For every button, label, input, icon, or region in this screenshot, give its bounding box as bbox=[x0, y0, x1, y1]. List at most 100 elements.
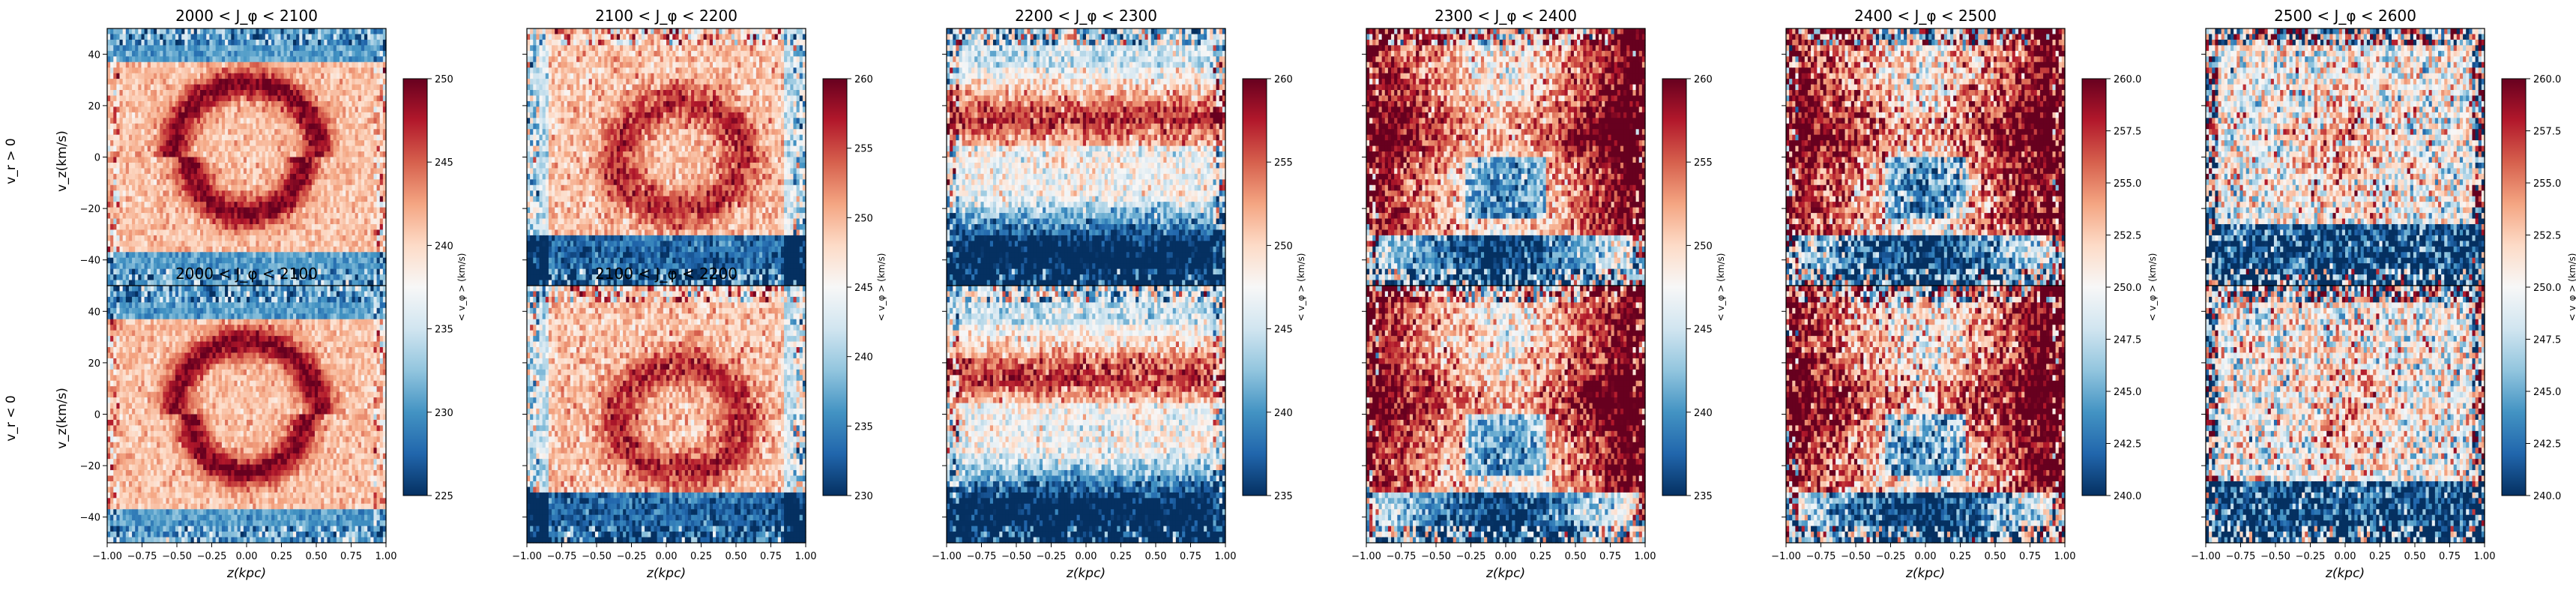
heatmap-cell bbox=[129, 392, 133, 398]
heatmap-cell bbox=[213, 34, 217, 40]
heatmap-cell bbox=[247, 51, 250, 57]
heatmap-cell bbox=[194, 101, 198, 107]
heatmap-cell bbox=[337, 241, 340, 247]
heatmap-cell bbox=[123, 168, 127, 174]
heatmap-cell bbox=[312, 252, 316, 258]
heatmap-cell bbox=[290, 45, 294, 51]
heatmap-cell bbox=[191, 168, 195, 174]
heatmap-cell bbox=[228, 213, 232, 219]
heatmap-cell bbox=[284, 85, 288, 91]
heatmap-cell bbox=[184, 252, 188, 258]
heatmap-cell bbox=[148, 90, 151, 96]
heatmap-cell bbox=[244, 62, 247, 68]
heatmap-cell bbox=[145, 280, 148, 286]
heatmap-cell bbox=[154, 140, 157, 146]
heatmap-cell bbox=[334, 79, 337, 85]
heatmap-cell bbox=[110, 409, 114, 415]
heatmap-cell bbox=[200, 163, 204, 169]
heatmap-cell bbox=[302, 51, 306, 57]
heatmap-cell bbox=[231, 202, 235, 208]
heatmap-cell bbox=[349, 208, 352, 214]
heatmap-cell bbox=[135, 487, 139, 493]
heatmap-cell bbox=[110, 85, 114, 91]
heatmap-cell bbox=[296, 73, 300, 79]
heatmap-cell bbox=[343, 274, 346, 280]
heatmap-cell bbox=[113, 274, 117, 280]
heatmap-cell bbox=[145, 425, 148, 431]
heatmap-cell bbox=[331, 112, 334, 118]
heatmap-cell bbox=[151, 381, 154, 387]
heatmap-cell bbox=[302, 258, 306, 264]
heatmap-cell bbox=[315, 62, 319, 68]
heatmap-cell bbox=[334, 124, 337, 130]
heatmap-cell bbox=[262, 90, 266, 96]
heatmap-cell bbox=[280, 190, 284, 196]
heatmap-cell bbox=[151, 196, 154, 202]
heatmap-cell bbox=[126, 375, 130, 381]
heatmap-cell bbox=[318, 95, 322, 101]
heatmap-cell bbox=[169, 202, 173, 208]
heatmap-cell bbox=[241, 185, 244, 191]
heatmap-cell bbox=[250, 40, 253, 46]
heatmap-cell bbox=[364, 213, 368, 219]
heatmap-cell bbox=[160, 331, 163, 337]
heatmap-cell bbox=[373, 185, 377, 191]
heatmap-cell bbox=[253, 118, 256, 124]
heatmap-cell bbox=[262, 179, 266, 185]
heatmap-cell bbox=[163, 85, 166, 91]
heatmap-cell bbox=[280, 51, 284, 57]
heatmap-cell bbox=[129, 291, 133, 297]
heatmap-cell bbox=[284, 196, 288, 202]
heatmap-cell bbox=[299, 67, 303, 73]
heatmap-cell bbox=[154, 448, 157, 454]
heatmap-cell bbox=[123, 157, 127, 163]
heatmap-cell bbox=[141, 342, 145, 348]
heatmap-cell bbox=[280, 56, 284, 62]
heatmap-cell bbox=[355, 179, 359, 185]
heatmap-cell bbox=[274, 174, 278, 180]
heatmap-cell bbox=[107, 476, 111, 482]
heatmap-cell bbox=[113, 185, 117, 191]
heatmap-cell bbox=[321, 185, 325, 191]
heatmap-cell bbox=[169, 235, 173, 241]
heatmap-cell bbox=[157, 241, 160, 247]
heatmap-cell bbox=[157, 90, 160, 96]
heatmap-cell bbox=[253, 101, 256, 107]
heatmap-cell bbox=[107, 297, 111, 303]
heatmap-cell bbox=[256, 196, 259, 202]
heatmap-cell bbox=[157, 470, 160, 476]
heatmap-cell bbox=[107, 213, 111, 219]
heatmap-cell bbox=[206, 73, 210, 79]
heatmap-cell bbox=[247, 247, 250, 253]
heatmap-cell bbox=[222, 235, 226, 241]
heatmap-cell bbox=[315, 135, 319, 141]
heatmap-cell bbox=[331, 28, 334, 34]
heatmap-cell bbox=[120, 286, 124, 292]
heatmap-cell bbox=[120, 532, 124, 538]
heatmap-cell bbox=[178, 140, 182, 146]
heatmap-cell bbox=[284, 213, 288, 219]
heatmap-cell bbox=[253, 146, 256, 152]
heatmap-cell bbox=[337, 185, 340, 191]
heatmap-cell bbox=[321, 146, 325, 152]
heatmap-cell bbox=[244, 190, 247, 196]
heatmap-cell bbox=[132, 62, 136, 68]
heatmap-cell bbox=[284, 101, 288, 107]
heatmap-cell bbox=[380, 235, 384, 241]
heatmap-cell bbox=[228, 90, 232, 96]
heatmap-cell bbox=[113, 190, 117, 196]
heatmap-cell bbox=[169, 140, 173, 146]
heatmap-cell bbox=[346, 151, 349, 157]
heatmap-cell bbox=[219, 118, 223, 124]
heatmap-cell bbox=[151, 454, 154, 460]
heatmap-cell bbox=[364, 280, 368, 286]
heatmap-cell bbox=[154, 135, 157, 141]
heatmap-cell bbox=[268, 185, 272, 191]
heatmap-cell bbox=[231, 151, 235, 157]
heatmap-cell bbox=[141, 431, 145, 437]
heatmap-cell bbox=[290, 56, 294, 62]
heatmap-cell bbox=[293, 190, 297, 196]
heatmap-cell bbox=[259, 106, 263, 112]
heatmap-cell bbox=[120, 448, 124, 454]
heatmap-cell bbox=[327, 202, 331, 208]
